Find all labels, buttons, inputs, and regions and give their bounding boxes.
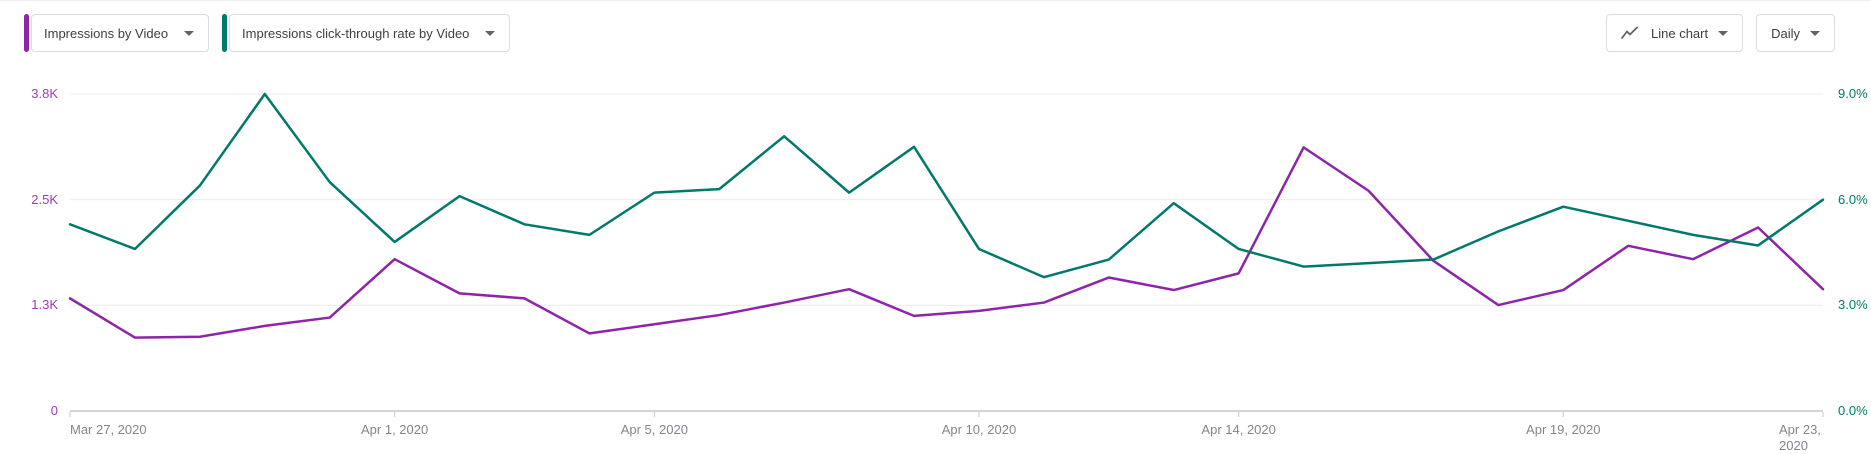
y-axis-right-label: 3.0% (1838, 297, 1868, 313)
x-axis-label: Apr 19, 2020 (1526, 422, 1601, 437)
chart-toolbar: Impressions by Video Impressions click-t… (24, 14, 1835, 52)
chart-type-label: Line chart (1651, 25, 1709, 41)
ctr-accent-bar (222, 14, 228, 52)
x-axis-label: Apr 5, 2020 (620, 422, 688, 437)
y-axis-right-label: 6.0% (1838, 191, 1868, 207)
y-axis-left-label: 3.8K (31, 86, 58, 101)
metric-selector-ctr[interactable]: Impressions click-through rate by Video (222, 14, 511, 52)
metric-selector-ctr-label: Impressions click-through rate by Video (242, 25, 470, 41)
x-axis-label: Mar 27, 2020 (70, 422, 147, 437)
x-axis-label: Apr 10, 2020 (941, 422, 1017, 437)
chevron-down-icon (1718, 30, 1729, 36)
y-axis-right-label: 0.0% (1838, 403, 1868, 418)
impressions-line (68, 146, 1825, 339)
x-axis-label: Apr 23, 2020 (1779, 422, 1821, 453)
view-selectors: Line chart Daily (1606, 14, 1835, 52)
chevron-down-icon (1810, 30, 1820, 36)
chart-type-selector[interactable]: Line chart (1606, 14, 1744, 52)
metric-selector-impressions-label: Impressions by Video (44, 25, 169, 41)
x-axis-label: Apr 1, 2020 (361, 422, 429, 437)
y-axis-left-label: 1.3K (31, 297, 58, 313)
chevron-down-icon (485, 30, 496, 36)
interval-label: Daily (1771, 25, 1800, 41)
y-axis-left-label: 2.5K (31, 191, 58, 207)
chevron-down-icon (184, 30, 195, 36)
y-axis-left-label: 0 (50, 403, 58, 418)
y-axis-right-label: 9.0% (1838, 86, 1868, 101)
metric-selector-impressions[interactable]: Impressions by Video (24, 14, 210, 52)
metric-selectors: Impressions by Video Impressions click-t… (24, 14, 511, 52)
line-chart-icon (1621, 26, 1638, 39)
interval-selector[interactable]: Daily (1756, 14, 1835, 52)
impressions-click-through-rate-line (68, 92, 1825, 279)
impressions-accent-bar (24, 14, 29, 52)
x-axis-label: Apr 14, 2020 (1201, 422, 1276, 437)
